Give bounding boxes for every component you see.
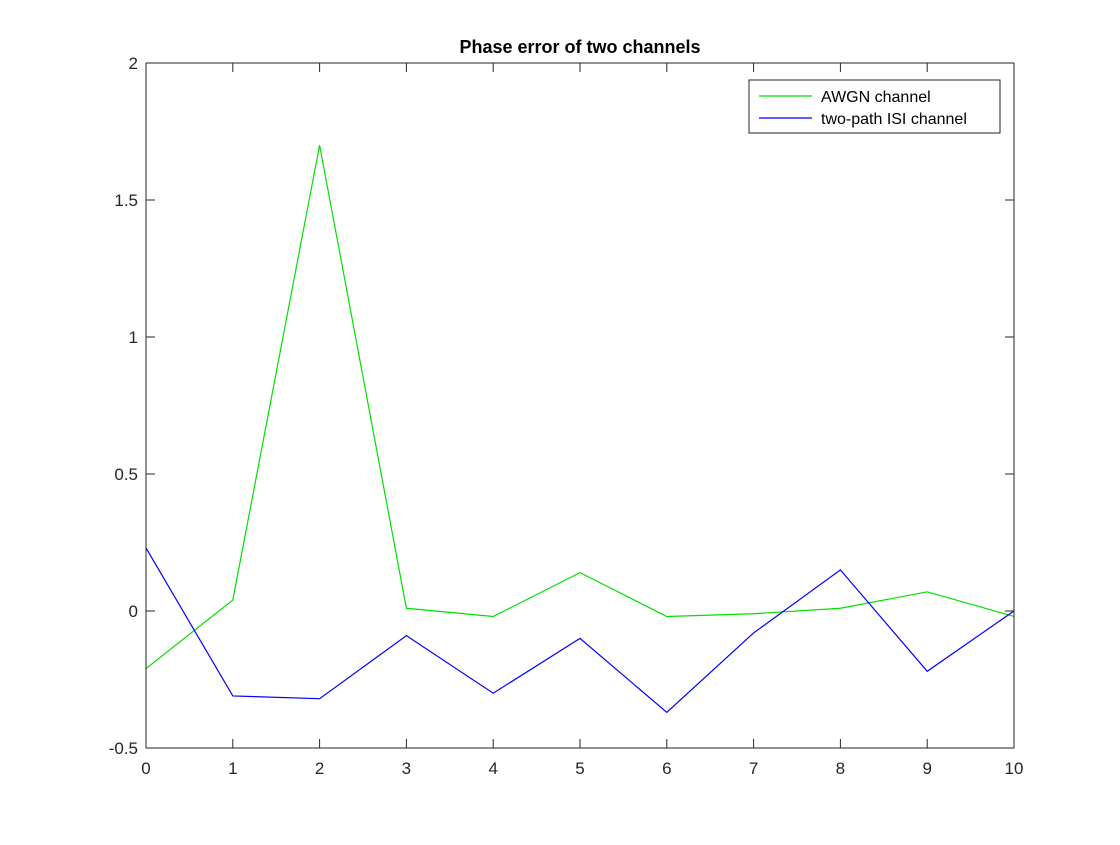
x-tick-label: 2 [315,759,324,778]
x-tick-label: 5 [575,759,584,778]
series-line-2 [145,547,1015,714]
axes-box [145,62,1015,749]
tick-layer: 0 1 2 3 4 5 6 7 8 9 10-0.500.511.52 [109,54,1024,778]
x-tick-label: 3 [402,759,411,778]
y-tick-label: 2 [129,54,138,73]
y-tick-label: 1 [129,328,138,347]
legend-box [748,79,1001,134]
x-tick-label: 9 [922,759,931,778]
series-line-1 [145,145,1015,670]
legend: AWGN channel two-path ISI channel [748,79,1001,134]
series-layer [145,145,1015,714]
chart-title: Phase error of two channels [459,37,700,57]
y-tick-label: 0 [129,602,138,621]
y-tick-label: 1.5 [114,191,138,210]
y-tick-label: 0.5 [114,465,138,484]
x-tick-label: 10 [1005,759,1024,778]
legend-label-1: AWGN channel [821,89,931,106]
y-tick-label: -0.5 [109,739,138,758]
x-tick-label: 7 [749,759,758,778]
legend-label-2: two-path ISI channel [821,111,967,128]
axes-layer [145,62,1015,749]
x-tick-label: 8 [836,759,845,778]
x-tick-label: 4 [488,759,497,778]
x-tick-label: 6 [662,759,671,778]
x-tick-label: 0 [141,759,150,778]
x-tick-label: 1 [228,759,237,778]
